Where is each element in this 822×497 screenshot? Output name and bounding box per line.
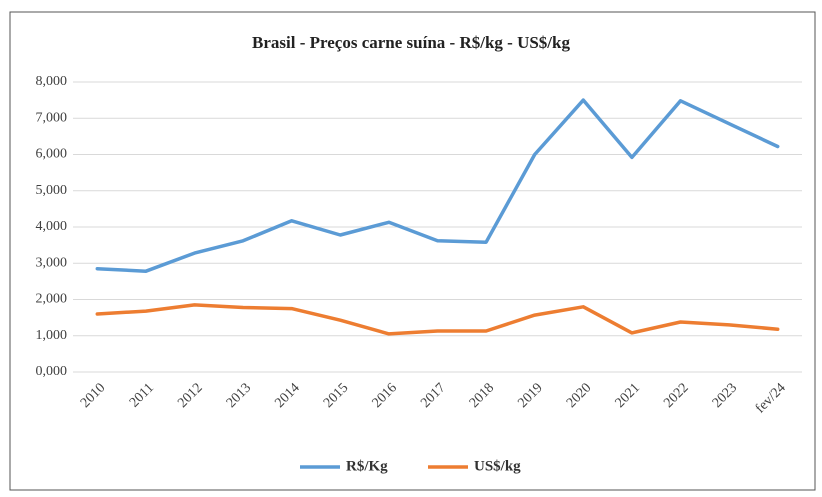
chart-title: Brasil - Preços carne suína - R$/kg - US… [252,33,570,52]
y-tick-label: 4,000 [36,219,68,234]
y-tick-label: 6,000 [36,147,68,162]
y-tick-label: 8,000 [36,74,68,89]
y-tick-label: 5,000 [36,183,68,198]
y-tick-label: 3,000 [36,255,68,270]
y-tick-label: 1,000 [36,328,68,343]
line-series [95,98,780,273]
legend-label: R$/Kg [346,458,388,474]
y-tick-label: 7,000 [36,110,68,125]
chart-border [9,11,816,491]
y-tick-label: 0,000 [36,364,68,379]
y-tick-label: 2,000 [36,292,68,307]
legend-label: US$/kg [474,458,521,474]
line-series [95,303,780,336]
